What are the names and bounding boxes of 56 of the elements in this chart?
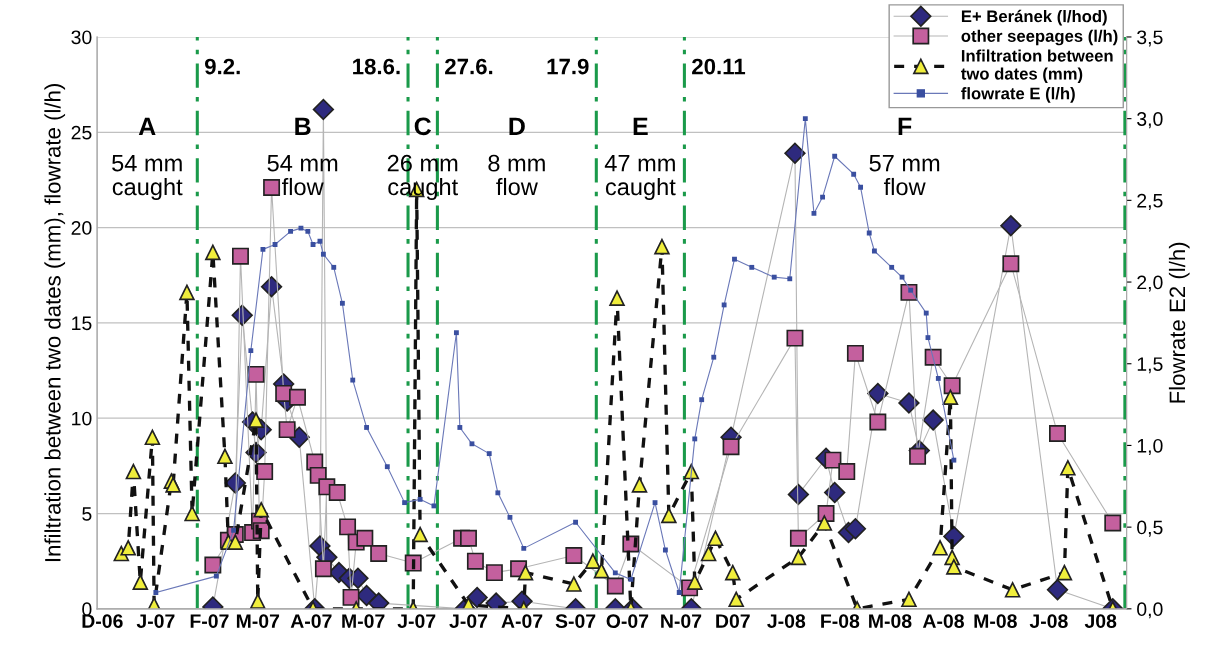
annotation: 54 mm caught: [112, 155, 183, 200]
ref-line-label: 27.6.: [445, 58, 493, 75]
ref-line-label: 17.9: [547, 58, 589, 75]
x-tick-label: A-08: [922, 614, 964, 628]
annotation: B: [295, 117, 311, 135]
y2-axis-title: Flowrate E2 (l/h): [1168, 242, 1190, 403]
annotation: 57 mm flow: [869, 155, 940, 196]
legend-label: Infiltration between two dates (mm): [961, 49, 1113, 83]
y-tick-label: 20: [71, 221, 92, 235]
x-tick-label: A-07: [290, 614, 332, 628]
x-tick-label: J-07: [397, 614, 436, 628]
annotation: 47 mm caught: [604, 155, 676, 200]
y-tick-label: 30: [71, 30, 92, 45]
x-tick-label: M-07: [236, 614, 280, 628]
y-tick-label: 15: [72, 316, 92, 331]
y2-tick-label: 2,5: [1137, 193, 1163, 210]
x-tick-label: F-07: [190, 614, 229, 628]
legend-label: E+ Beránek (l/hod): [961, 9, 1107, 26]
x-tick-label: D07: [716, 614, 750, 628]
x-tick-label: M-08: [974, 614, 1017, 628]
x-tick-label: N-07: [661, 614, 702, 628]
x-tick-label: F-08: [821, 614, 860, 628]
x-tick-label: J08: [1084, 614, 1117, 628]
x-tick-label: D-06: [82, 614, 123, 628]
annotation: 8 mm flow: [488, 154, 545, 196]
y2-tick-label: 1,5: [1137, 357, 1163, 374]
y-tick-label: 5: [82, 507, 92, 521]
annotation: E: [633, 117, 648, 135]
x-tick-label: A-07: [501, 614, 543, 628]
y-axis-title: Infiltration between two dates (mm), flowrate (l/h): [44, 84, 66, 562]
x-tick-label: S-07: [555, 614, 596, 628]
annotation: C: [414, 117, 432, 136]
y-tick-label: 25: [71, 125, 92, 140]
x-tick-label: O-07: [606, 614, 649, 628]
annotation: D: [509, 117, 525, 135]
annotation: 54 mm flow: [267, 155, 338, 196]
ref-line-label: 20.11: [692, 58, 746, 75]
x-tick-label: J-08: [1029, 614, 1068, 628]
y2-tick-label: 2,0: [1137, 275, 1163, 292]
y2-tick-label: 1,0: [1137, 438, 1163, 455]
y2-tick-label: 0,5: [1137, 520, 1163, 537]
x-tick-label: J-07: [136, 614, 175, 628]
legend-label: other seepages (l/h): [961, 29, 1118, 46]
legend-label: flowrate E (l/h): [961, 87, 1075, 103]
ref-line-label: 9.2.: [204, 58, 240, 75]
ref-line-label: 18.6.: [353, 58, 400, 75]
y2-tick-label: 3,5: [1137, 30, 1163, 47]
y2-tick-label: 0,0: [1137, 602, 1163, 619]
annotation: A: [138, 117, 156, 135]
x-tick-label: M-08: [869, 614, 912, 628]
x-tick-label: J-07: [449, 614, 488, 628]
y2-tick-label: 3,0: [1137, 112, 1163, 129]
x-tick-label: J-08: [767, 614, 806, 628]
y-tick-label: 10: [72, 411, 92, 426]
x-tick-label: M-07: [342, 614, 385, 628]
annotation: F: [898, 117, 912, 135]
